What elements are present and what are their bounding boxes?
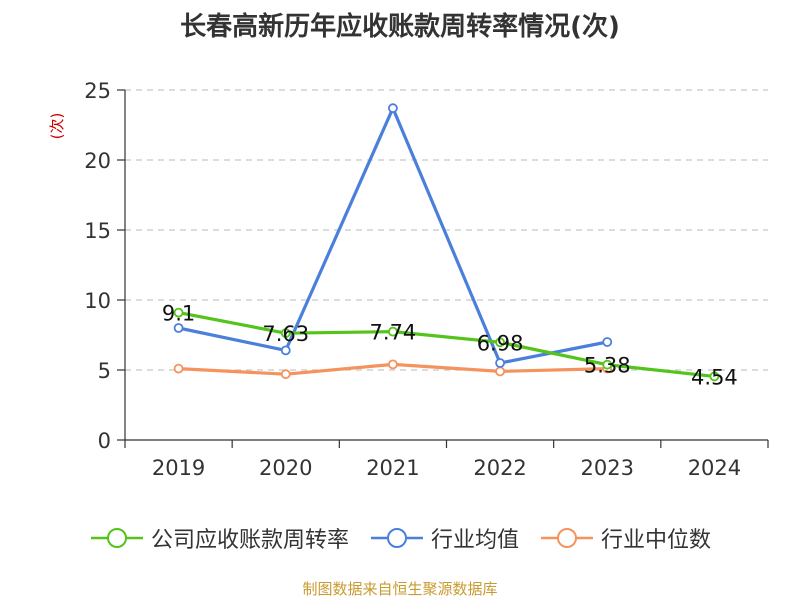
legend-swatch: [541, 528, 593, 548]
legend-label: 行业均值: [430, 528, 519, 553]
data-label: 5.38: [584, 354, 631, 378]
legend-marker: [386, 528, 407, 548]
data-point: [602, 337, 613, 347]
data-label: 7.63: [262, 322, 309, 346]
series-line-0: [178, 311, 715, 379]
grid-lines: [125, 89, 768, 371]
data-point: [388, 103, 398, 114]
data-point: [280, 369, 291, 380]
data-label: 7.74: [370, 321, 417, 345]
data-label: 4.54: [691, 365, 738, 389]
legend: 公司应收账款周转率 行业均值 行业中位数: [0, 520, 800, 556]
data-point: [388, 359, 398, 370]
data-point: [280, 345, 291, 356]
data-point: [495, 358, 505, 368]
y-tick-label: 5: [98, 359, 111, 383]
legend-label: 行业中位数: [601, 528, 712, 553]
legend-marker: [106, 528, 127, 548]
chart-title: 长春高新历年应收账款周转率情况(次): [180, 12, 620, 42]
y-tick-label: 20: [84, 149, 111, 173]
y-axis-label: (次): [48, 113, 66, 140]
data-point: [173, 363, 184, 374]
x-tick-label: 2023: [581, 456, 634, 480]
data-point: [173, 323, 184, 333]
data-point: [280, 328, 291, 339]
data-label: 6.98: [477, 331, 524, 355]
data-labels: 9.1 7.63 7.74 6.98 5.38 4.54: [162, 302, 738, 390]
axes: 0 5 10 15 20 25 2019 2020 2021 2022 2023 2024: [84, 79, 769, 480]
x-tick-label: 2024: [688, 456, 741, 480]
data-point: [495, 366, 505, 377]
x-tick-label: 2019: [152, 456, 205, 480]
series-lines: [173, 103, 720, 382]
x-tick-label: 2022: [473, 456, 526, 480]
x-tick-label: 2021: [366, 456, 419, 480]
legend-swatch: [370, 528, 423, 548]
legend-item: 公司应收账款周转率: [89, 522, 349, 554]
legend-item: 行业中位数: [539, 522, 711, 554]
y-tick-label: 25: [84, 79, 111, 103]
data-point: [388, 326, 398, 337]
y-tick-label: 0: [98, 429, 111, 453]
data-point: [602, 359, 613, 370]
data-point: [173, 307, 184, 318]
data-point: [709, 371, 720, 382]
source-note: 制图数据来自恒生聚源数据库: [302, 580, 498, 598]
data-point: [495, 337, 505, 348]
x-tick-label: 2020: [259, 456, 312, 480]
legend-swatch: [90, 528, 143, 548]
legend-marker: [557, 528, 577, 548]
legend-item: 行业均值: [369, 522, 519, 554]
legend-label: 公司应收账款周转率: [150, 528, 349, 553]
y-tick-label: 15: [84, 219, 111, 243]
y-tick-label: 10: [84, 289, 111, 313]
data-label: 9.1: [162, 302, 195, 326]
